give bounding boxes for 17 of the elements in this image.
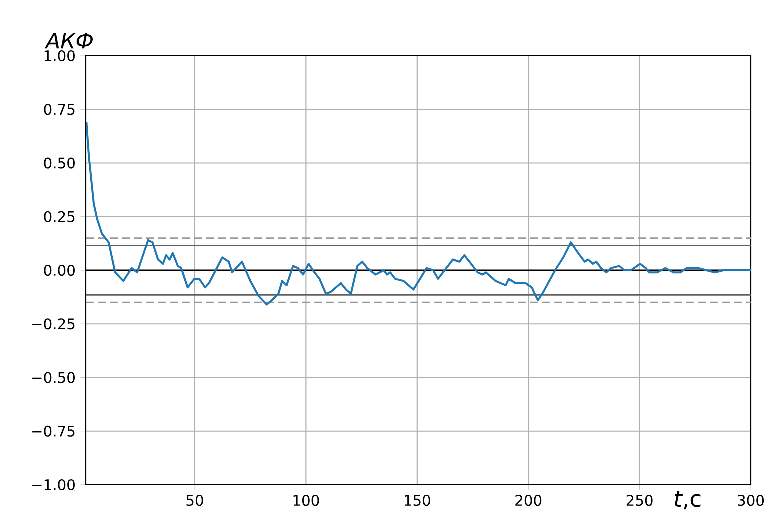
y-tick-label: 0.75 <box>44 104 75 116</box>
x-tick-label: 50 <box>186 495 204 506</box>
x-axis-title: t,с <box>674 491 701 510</box>
x-tick-label: 300 <box>738 495 764 506</box>
x-tick-label: 150 <box>405 495 430 506</box>
y-tick-label: 1.00 <box>44 50 75 62</box>
y-tick-label: −0.25 <box>32 318 75 330</box>
y-tick-label: 0.50 <box>44 158 75 169</box>
y-tick-label: −0.50 <box>32 372 75 384</box>
y-axis-title: АКФ <box>44 33 93 49</box>
y-tick-label: −1.00 <box>32 479 75 491</box>
y-tick-label: −0.75 <box>32 426 75 437</box>
x-tick-label: 200 <box>516 495 542 506</box>
x-tick-label: 250 <box>626 495 653 506</box>
x-tick-label: 100 <box>294 495 320 506</box>
y-tick-label: 0.25 <box>44 211 75 222</box>
y-tick-label: 0.00 <box>44 264 75 276</box>
